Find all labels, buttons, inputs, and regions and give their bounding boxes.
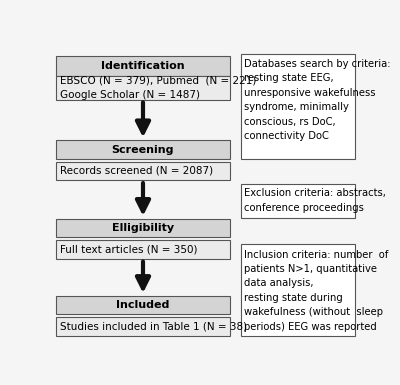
Text: Records screened (N = 2087): Records screened (N = 2087) bbox=[60, 166, 213, 176]
Text: Full text articles (N = 350): Full text articles (N = 350) bbox=[60, 244, 198, 254]
Text: Exclusion criteria: abstracts,
conference proceedings: Exclusion criteria: abstracts, conferenc… bbox=[244, 189, 386, 213]
Text: Elligibility: Elligibility bbox=[112, 223, 174, 233]
FancyBboxPatch shape bbox=[56, 56, 230, 76]
FancyBboxPatch shape bbox=[241, 184, 355, 218]
FancyBboxPatch shape bbox=[56, 162, 230, 180]
FancyBboxPatch shape bbox=[56, 77, 230, 100]
Text: Studies included in Table 1 (N = 38): Studies included in Table 1 (N = 38) bbox=[60, 322, 247, 332]
FancyBboxPatch shape bbox=[241, 54, 355, 159]
Text: Identification: Identification bbox=[101, 61, 185, 71]
Text: Databases search by criteria:
resting state EEG,
unresponsive wakefulness
syndro: Databases search by criteria: resting st… bbox=[244, 59, 391, 141]
FancyBboxPatch shape bbox=[56, 240, 230, 259]
FancyBboxPatch shape bbox=[56, 296, 230, 315]
Text: Inclusion criteria: number  of
patients N>1, quantitative
data analysis,
resting: Inclusion criteria: number of patients N… bbox=[244, 249, 389, 331]
Text: Included: Included bbox=[116, 300, 170, 310]
Text: Screening: Screening bbox=[112, 144, 174, 154]
FancyBboxPatch shape bbox=[56, 219, 230, 238]
FancyBboxPatch shape bbox=[56, 318, 230, 336]
FancyBboxPatch shape bbox=[241, 244, 355, 336]
FancyBboxPatch shape bbox=[56, 140, 230, 159]
Text: EBSCO (N = 379), Pubmed  (N = 221)
Google Scholar (N = 1487): EBSCO (N = 379), Pubmed (N = 221) Google… bbox=[60, 76, 256, 100]
